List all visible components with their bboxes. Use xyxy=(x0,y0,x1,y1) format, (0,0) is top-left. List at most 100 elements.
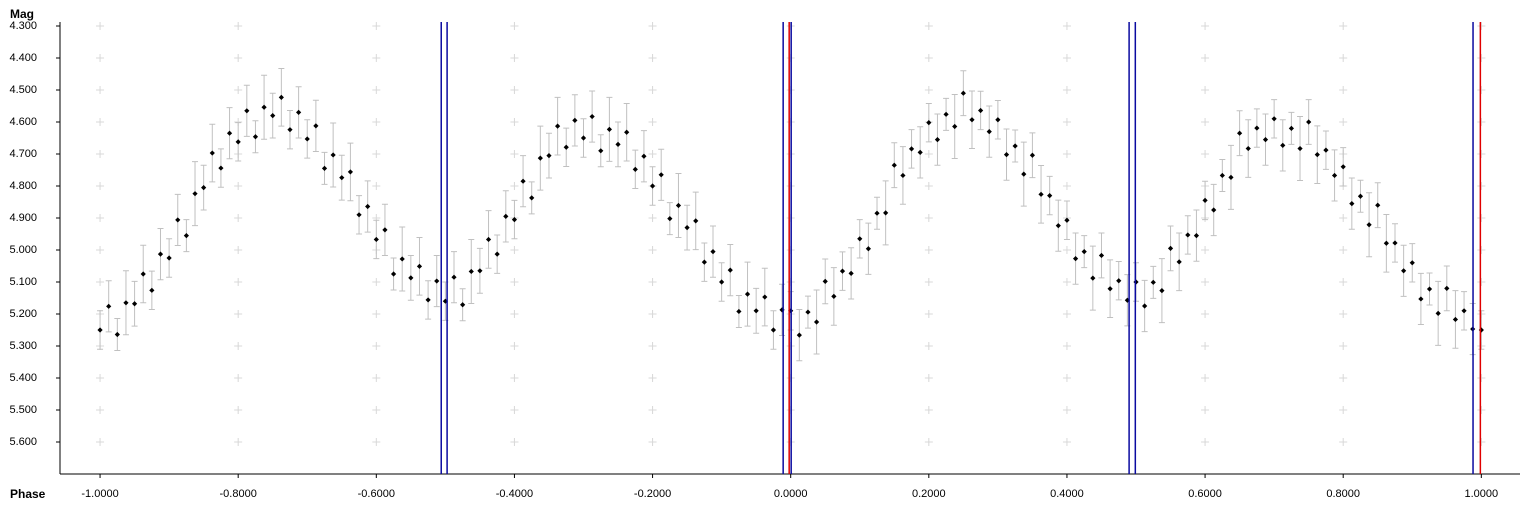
grid-cross xyxy=(96,182,105,190)
grid-cross xyxy=(1477,54,1486,62)
data-point xyxy=(1185,232,1191,238)
grid-cross xyxy=(96,86,105,94)
grid-cross xyxy=(648,118,657,126)
grid-cross xyxy=(924,86,933,94)
grid-cross xyxy=(510,86,519,94)
data-point xyxy=(1237,130,1243,136)
data-point xyxy=(1357,193,1364,199)
data-point xyxy=(883,210,889,216)
grid-cross xyxy=(1477,438,1486,446)
data-point xyxy=(511,217,518,223)
data-point xyxy=(900,172,906,179)
grid-cross xyxy=(1201,310,1210,318)
grid-cross xyxy=(1062,278,1071,286)
grid-cross xyxy=(96,278,105,286)
grid-cross xyxy=(1477,118,1486,126)
grid-cross xyxy=(372,86,381,94)
grid-cross xyxy=(1477,406,1486,414)
y-tick-label: 4.400 xyxy=(9,52,37,64)
data-point xyxy=(1150,279,1156,285)
data-point xyxy=(1366,222,1372,228)
grid-cross xyxy=(924,438,933,446)
grid-cross xyxy=(924,182,933,190)
data-point xyxy=(1280,142,1286,148)
grid-cross xyxy=(648,214,657,222)
grid-cross xyxy=(924,150,933,158)
data-point xyxy=(287,127,293,133)
y-tick-label: 5.000 xyxy=(9,244,37,256)
data-point xyxy=(157,251,164,257)
grid-cross xyxy=(1062,438,1071,446)
data-point xyxy=(1314,152,1320,158)
grid-cross xyxy=(1062,406,1071,414)
data-point xyxy=(451,274,457,280)
grid-cross xyxy=(234,86,243,94)
data-point xyxy=(580,135,587,141)
grid-cross xyxy=(1201,54,1210,62)
data-point xyxy=(943,111,949,117)
y-tick-label: 4.300 xyxy=(9,20,37,32)
data-point xyxy=(1211,207,1217,213)
grid-cross xyxy=(1339,310,1348,318)
data-point xyxy=(408,275,414,281)
x-tick-label: 0.4000 xyxy=(1050,488,1084,500)
data-point xyxy=(1297,145,1303,152)
data-point xyxy=(615,141,621,147)
y-tick-label: 4.600 xyxy=(9,116,37,128)
data-point xyxy=(192,191,198,197)
grid-cross xyxy=(96,150,105,158)
data-point xyxy=(805,309,811,315)
grid-cross xyxy=(1339,438,1348,446)
data-point xyxy=(304,136,310,142)
data-point xyxy=(1081,249,1087,255)
y-tick-label: 4.700 xyxy=(9,148,37,160)
data-point xyxy=(1116,278,1122,284)
grid-cross xyxy=(372,342,381,350)
grid-cross xyxy=(96,118,105,126)
grid-cross xyxy=(372,150,381,158)
y-axis-label: Mag xyxy=(10,7,34,21)
data-point xyxy=(1426,286,1433,292)
x-tick-label: -0.6000 xyxy=(358,488,395,500)
data-point xyxy=(641,153,647,159)
y-tick-label: 4.900 xyxy=(9,212,37,224)
data-point xyxy=(477,268,483,274)
grid-cross xyxy=(924,310,933,318)
grid-cross xyxy=(924,246,933,254)
grid-cross xyxy=(1477,278,1486,286)
data-point xyxy=(1444,285,1450,291)
data-point xyxy=(1021,171,1027,177)
grid-cross xyxy=(1062,150,1071,158)
grid-cross xyxy=(1477,214,1486,222)
data-point xyxy=(1306,119,1312,125)
grid-cross xyxy=(1062,310,1071,318)
data-point xyxy=(960,90,966,96)
grid-cross xyxy=(510,406,519,414)
y-tick-label: 5.600 xyxy=(9,436,37,448)
data-point xyxy=(822,278,828,284)
data-point xyxy=(701,259,707,265)
grid-cross xyxy=(1201,86,1210,94)
y-tick-label: 5.200 xyxy=(9,308,37,320)
data-point xyxy=(1003,152,1010,158)
data-point xyxy=(270,113,276,119)
x-tick-label: 0.6000 xyxy=(1188,488,1222,500)
data-point xyxy=(434,278,440,284)
data-point xyxy=(416,263,423,269)
data-point xyxy=(710,249,716,255)
data-point xyxy=(278,94,284,100)
data-point xyxy=(1340,164,1346,170)
data-point xyxy=(1219,172,1225,179)
data-point xyxy=(1401,268,1407,274)
x-tick-label: -0.8000 xyxy=(220,488,257,500)
data-point xyxy=(1349,201,1355,207)
data-point xyxy=(529,195,535,201)
grid-cross xyxy=(234,182,243,190)
grid-cross xyxy=(1339,374,1348,382)
data-point xyxy=(1047,193,1053,199)
data-point xyxy=(986,129,992,135)
data-point xyxy=(1262,137,1269,143)
grid-cross xyxy=(510,342,519,350)
grid-cross xyxy=(510,118,519,126)
grid-cross xyxy=(1477,150,1486,158)
